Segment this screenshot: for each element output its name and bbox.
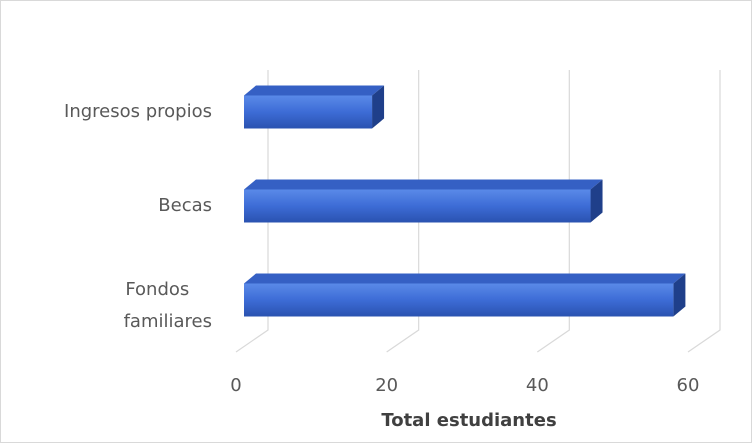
bar-front [244, 95, 373, 129]
x-tick-label: 60 [677, 375, 700, 396]
bar-side [673, 273, 686, 317]
x-tick-label: 0 [230, 375, 241, 396]
y-tick-label: Ingresos propios [64, 101, 212, 122]
grid-line [536, 70, 570, 353]
y-tick-label: Fondos familiares [124, 279, 212, 332]
grid-line [235, 70, 269, 353]
grid-line [687, 70, 721, 353]
bar-top [244, 85, 385, 96]
bar-front [244, 283, 674, 317]
bar [244, 85, 385, 129]
x-tick-label: 40 [526, 375, 549, 396]
y-tick-label: Becas [158, 195, 212, 216]
bar [244, 273, 686, 317]
x-axis-title: Total estudiantes [381, 410, 556, 431]
grid-line [386, 70, 420, 353]
bar-front [244, 189, 591, 223]
bar [244, 179, 603, 223]
bar-top [244, 273, 686, 284]
bar-top [244, 179, 603, 190]
x-tick-label: 20 [375, 375, 398, 396]
bar-side [590, 179, 603, 223]
bar-side [372, 85, 385, 129]
